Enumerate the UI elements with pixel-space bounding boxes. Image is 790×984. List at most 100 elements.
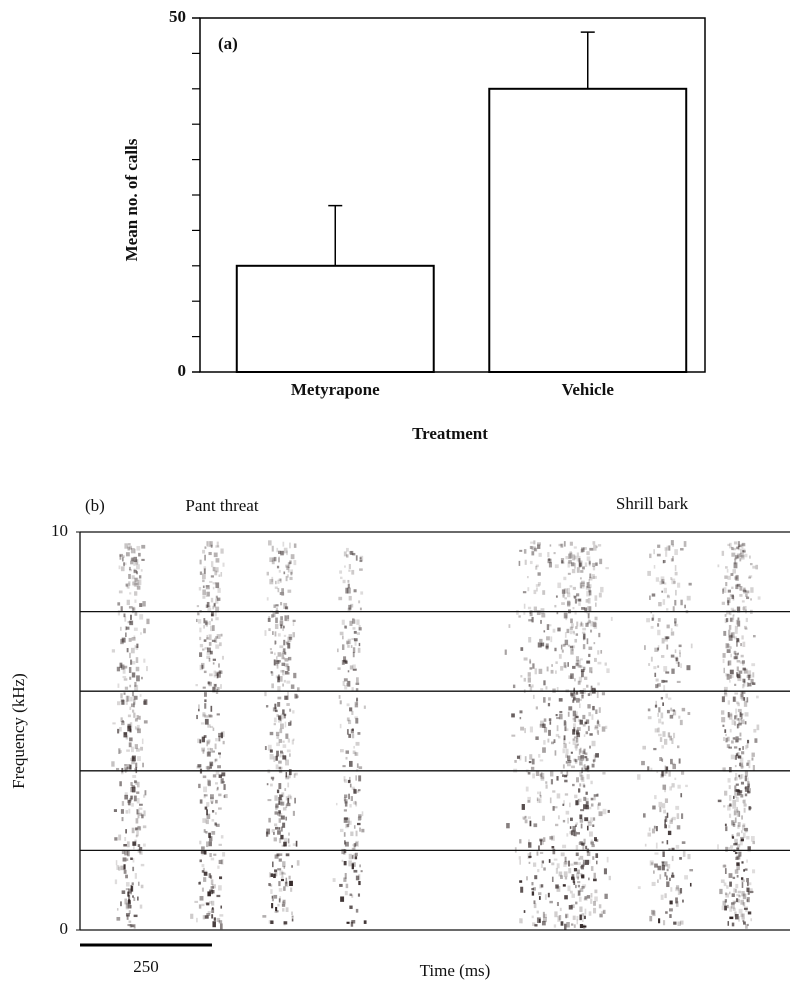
- spectrogram-texture: [200, 722, 205, 725]
- spectrogram-texture: [727, 575, 731, 580]
- spectrogram-texture: [335, 802, 338, 806]
- spectrogram-texture: [355, 682, 360, 686]
- spectrogram-texture: [732, 907, 736, 911]
- spectrogram-texture: [339, 570, 343, 574]
- spectrogram-texture: [577, 598, 581, 602]
- spectrogram-texture: [746, 739, 750, 744]
- spectrogram-texture: [743, 625, 747, 630]
- spectrogram-texture: [216, 917, 221, 923]
- spectrogram-texture: [723, 686, 728, 691]
- spectrogram-texture: [734, 625, 738, 630]
- spectrogram-texture: [580, 872, 583, 877]
- y-tick-label: 50: [169, 7, 186, 26]
- spectrogram-texture: [124, 766, 128, 772]
- spectrogram-texture: [731, 632, 735, 638]
- spectrogram-texture: [138, 552, 141, 557]
- spectrogram-texture: [738, 790, 743, 793]
- spectrogram-texture: [126, 914, 129, 920]
- spectrogram-texture: [266, 705, 269, 708]
- spectrogram-texture: [729, 594, 734, 597]
- spectrogram-texture: [352, 619, 356, 624]
- spectrogram-texture: [657, 544, 661, 548]
- spectrogram-texture: [130, 614, 132, 620]
- spectrogram-texture: [719, 888, 723, 895]
- spectrogram-texture: [563, 576, 567, 581]
- spectrogram-texture: [220, 835, 224, 839]
- spectrogram-texture: [558, 698, 563, 702]
- spectrogram-texture: [352, 844, 357, 847]
- spectrogram-texture: [739, 693, 744, 700]
- spectrogram-texture: [125, 882, 130, 887]
- spectrogram-texture: [346, 729, 349, 735]
- spectrogram-texture: [574, 598, 578, 604]
- spectrogram-texture: [132, 709, 135, 713]
- spectrogram-texture: [575, 822, 579, 826]
- spectrogram-texture: [343, 656, 347, 662]
- spectrogram-texture: [133, 627, 138, 631]
- spectrogram-texture: [669, 819, 673, 824]
- spectrogram-texture: [728, 873, 733, 878]
- spectrogram-texture: [116, 666, 121, 672]
- spectrogram-texture: [558, 654, 562, 659]
- spectrogram-texture: [580, 755, 585, 761]
- spectrogram-texture: [662, 771, 667, 777]
- spectrogram-texture: [529, 726, 534, 733]
- spectrogram-texture: [271, 898, 275, 902]
- spectrogram-texture: [570, 562, 575, 567]
- spectrogram-texture: [567, 561, 570, 568]
- spectrogram-texture: [508, 624, 511, 628]
- spectrogram-texture: [134, 726, 137, 730]
- spectrogram-texture: [583, 784, 586, 788]
- spectrogram-texture: [723, 630, 727, 636]
- spectrogram-texture: [351, 847, 355, 850]
- spectrogram-texture: [736, 855, 741, 860]
- spectrogram-texture: [752, 765, 755, 771]
- spectrogram-texture: [209, 766, 212, 769]
- spectrogram-texture: [284, 756, 287, 761]
- spectrogram-texture: [534, 924, 538, 927]
- spectrogram-texture: [682, 899, 684, 903]
- spectrogram-texture: [213, 917, 216, 921]
- spectrogram-texture: [576, 915, 579, 921]
- spectrogram-texture: [125, 626, 130, 630]
- spectrogram-texture: [536, 797, 539, 801]
- spectrogram-texture: [278, 818, 281, 823]
- spectrogram-texture: [123, 732, 128, 738]
- spectrogram-texture: [137, 896, 139, 901]
- spectrogram-texture: [750, 836, 755, 842]
- spectrogram-texture: [732, 824, 736, 827]
- spectrogram-texture: [285, 642, 289, 645]
- spectrogram-texture: [143, 658, 146, 663]
- spectrogram-texture: [566, 628, 570, 634]
- spectrogram-texture: [597, 730, 600, 735]
- spectrogram-texture: [138, 579, 142, 586]
- spectrogram-texture: [125, 829, 127, 834]
- spectrogram-texture: [282, 752, 284, 758]
- spectrogram-texture: [592, 824, 595, 827]
- spectrogram-texture: [190, 913, 194, 919]
- spectrogram-texture: [672, 763, 677, 770]
- spectrogram-texture: [727, 805, 731, 811]
- spectrogram-texture: [519, 710, 523, 714]
- spectrogram-texture: [664, 824, 667, 829]
- spectrogram-texture: [580, 774, 584, 781]
- spectrogram-texture: [287, 614, 290, 619]
- spectrogram-texture: [530, 766, 535, 770]
- x-tick-label: Vehicle: [562, 380, 615, 399]
- spectrogram-texture: [583, 666, 586, 671]
- spectrogram-texture: [560, 543, 564, 548]
- spectrogram-texture: [607, 809, 610, 813]
- spectrogram-texture: [214, 612, 217, 617]
- spectrogram-texture: [744, 721, 747, 725]
- spectrogram-texture: [570, 618, 573, 624]
- spectrogram-texture: [197, 618, 202, 624]
- spectrogram-texture: [742, 824, 745, 831]
- spectrogram-texture: [212, 625, 215, 631]
- spectrogram-texture: [575, 715, 579, 719]
- spectrogram-texture: [601, 726, 606, 732]
- spectrogram-texture: [135, 827, 138, 831]
- spectrogram-texture: [533, 546, 536, 551]
- spectrogram-texture: [220, 572, 223, 577]
- spectrogram-texture: [734, 576, 738, 580]
- spectrogram-texture: [210, 597, 214, 603]
